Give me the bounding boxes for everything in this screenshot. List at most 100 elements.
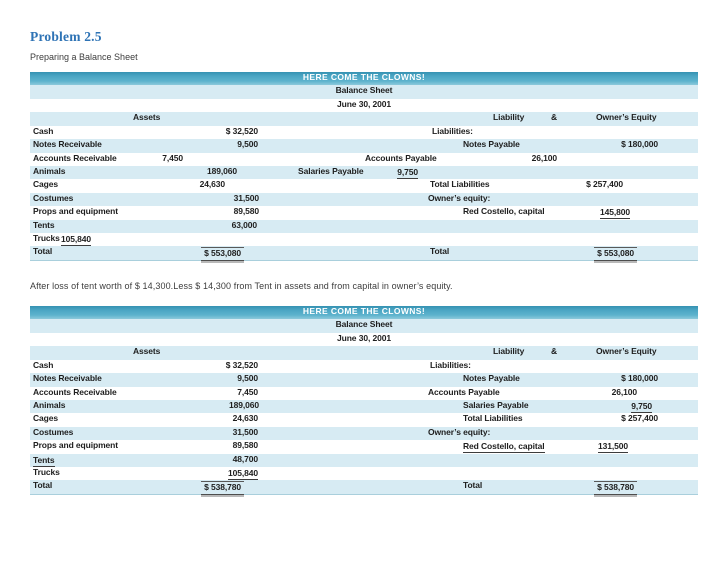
table-cell: 89,580 xyxy=(233,206,260,217)
table-cell: Total Liabilities xyxy=(430,179,490,190)
table-cell: 26,100 xyxy=(611,386,638,397)
table-row: Notes Receivable 9,500 Notes Payable $ 180,… xyxy=(30,139,698,153)
table-row: Notes Receivable 9,500 Notes Payable $ 180,… xyxy=(30,373,698,387)
table-cell: 48,700 xyxy=(232,453,259,464)
table-row: Props and equipment 89,580 Red Costello, c… xyxy=(30,440,698,454)
table-cell: Costumes xyxy=(33,426,74,437)
table-cell: $ 257,400 xyxy=(621,413,658,424)
table-cell: Total xyxy=(33,480,53,491)
assets-header: Assets xyxy=(133,112,161,123)
table-cell: Cash xyxy=(33,359,54,370)
table-cell: Tents xyxy=(33,454,55,467)
liability-header: Liability xyxy=(493,112,525,123)
table-cell: Red Costello, capital xyxy=(463,206,545,217)
table-cell: Liabilities: xyxy=(432,125,473,136)
table-cell: Owner’s equity: xyxy=(428,426,491,437)
table-cell: Trucks xyxy=(33,467,60,478)
table-cell: $ 32,520 xyxy=(225,359,258,370)
table-cell: 24,630 xyxy=(199,179,226,190)
table-cell: 131,500 xyxy=(597,440,628,454)
table-cell: $ 257,400 xyxy=(586,179,623,190)
table-row: Costumes 31,500 Owner’s equity: xyxy=(30,426,698,441)
table-cell: Salaries Payable xyxy=(463,399,529,410)
balance-sheet-table-revised: HERE COME THE CLOWNS! Balance Sheet June 3… xyxy=(30,306,698,495)
table-cell: 7,450 xyxy=(237,386,258,397)
table-row: Balance Sheet xyxy=(30,85,698,99)
table-title-band: HERE COME THE CLOWNS! xyxy=(30,306,698,320)
table-cell: 9,750 xyxy=(397,166,418,180)
ampersand-header: & xyxy=(551,346,558,357)
table-cell: Total xyxy=(33,246,53,257)
table-cell: Total xyxy=(430,246,450,257)
table-row: Cages 24,630 Total Liabilities $ 257,400 xyxy=(30,179,698,193)
table-cell: Animals xyxy=(33,399,66,410)
table-cell: Accounts Payable xyxy=(428,386,500,397)
table-cell: Tents xyxy=(33,219,55,230)
table-cell: Cash xyxy=(33,125,54,136)
owners-equity-header: Owner’s Equity xyxy=(596,346,657,357)
liability-header: Liability xyxy=(493,346,525,357)
page-title: Problem 2.5 xyxy=(30,29,102,44)
table-row: Animals 189,060 Salaries Payable 9,750 xyxy=(30,399,698,414)
table-cell: 189,060 xyxy=(206,165,237,176)
table-cell: 189,060 xyxy=(228,399,259,410)
table-row: Total $ 538,780 Total $ 538,780 xyxy=(30,480,698,495)
owners-equity-header: Owner’s Equity xyxy=(596,112,657,123)
table-cell: Accounts Receivable xyxy=(33,386,117,397)
table-row: Trucks 105,840 xyxy=(30,233,698,247)
table-cell: Props and equipment xyxy=(33,440,118,451)
table-cell: $ 32,520 xyxy=(225,125,258,136)
table-cell: Total Liabilities xyxy=(463,413,523,424)
ampersand-header: & xyxy=(551,112,558,123)
table-cell: Total xyxy=(463,480,483,491)
table-cell: $ 180,000 xyxy=(621,139,658,150)
table-row: Accounts Receivable 7,450 Accounts Payable… xyxy=(30,386,698,400)
table-row: Cash $ 32,520 Liabilities: xyxy=(30,125,698,140)
statement-date: June 30, 2001 xyxy=(337,332,391,343)
table-cell: Trucks xyxy=(33,233,60,244)
table-cell: Props and equipment xyxy=(33,206,118,217)
table-cell: Notes Receivable xyxy=(33,139,102,150)
company-title: HERE COME THE CLOWNS! xyxy=(302,306,426,316)
table-row: Cash $ 32,520 Liabilities: xyxy=(30,359,698,374)
table-row: Assets Liability & Owner’s Equity xyxy=(30,112,698,126)
table-row: Tents 63,000 xyxy=(30,219,698,234)
statement-name: Balance Sheet xyxy=(335,85,393,96)
table-cell: 63,000 xyxy=(231,219,258,230)
liabilities-equity-total: $ 553,080 xyxy=(594,246,637,261)
table-cell: Notes Payable xyxy=(463,139,520,150)
table-cell: Red Costello, capital xyxy=(463,440,545,454)
table-cell: 145,800 xyxy=(599,206,630,220)
table-cell: Salaries Payable xyxy=(298,165,364,176)
table-cell: 105,840 xyxy=(227,467,258,481)
table-row: Cages 24,630 Total Liabilities $ 257,400 xyxy=(30,413,698,427)
table-row: Tents 48,700 xyxy=(30,453,698,468)
table-cell: Accounts Payable xyxy=(365,152,437,163)
table-cell: Notes Payable xyxy=(463,373,520,384)
table-cell: Accounts Receivable xyxy=(33,152,117,163)
table-cell: 24,630 xyxy=(232,413,259,424)
assets-total: $ 538,780 xyxy=(201,480,244,495)
table-row: Props and equipment 89,580 Red Costello, c… xyxy=(30,206,698,220)
table-cell: 31,500 xyxy=(233,192,260,203)
statement-date: June 30, 2001 xyxy=(337,98,391,109)
page-subtitle: Preparing a Balance Sheet xyxy=(30,52,138,62)
assets-total: $ 553,080 xyxy=(201,246,244,261)
table-row: Balance Sheet xyxy=(30,319,698,333)
table-cell: Cages xyxy=(33,413,59,424)
table-row: June 30, 2001 xyxy=(30,332,698,347)
table-cell: 89,580 xyxy=(232,440,259,451)
table-row: Costumes 31,500 Owner’s equity: xyxy=(30,192,698,207)
assets-header: Assets xyxy=(133,346,161,357)
liabilities-equity-total: $ 538,780 xyxy=(594,480,637,495)
table-cell: Cages xyxy=(33,179,59,190)
table-title-band: HERE COME THE CLOWNS! xyxy=(30,72,698,86)
table-row: Total $ 553,080 Total $ 553,080 xyxy=(30,246,698,261)
table-cell: Liabilities: xyxy=(430,359,471,370)
balance-sheet-table-initial: HERE COME THE CLOWNS! Balance Sheet June 3… xyxy=(30,72,698,261)
table-row: June 30, 2001 xyxy=(30,98,698,113)
table-cell: 26,100 xyxy=(531,152,558,163)
table-row: Animals 189,060 Salaries Payable 9,750 xyxy=(30,165,698,180)
table-row: Accounts Receivable 7,450 Accounts Payable… xyxy=(30,152,698,166)
